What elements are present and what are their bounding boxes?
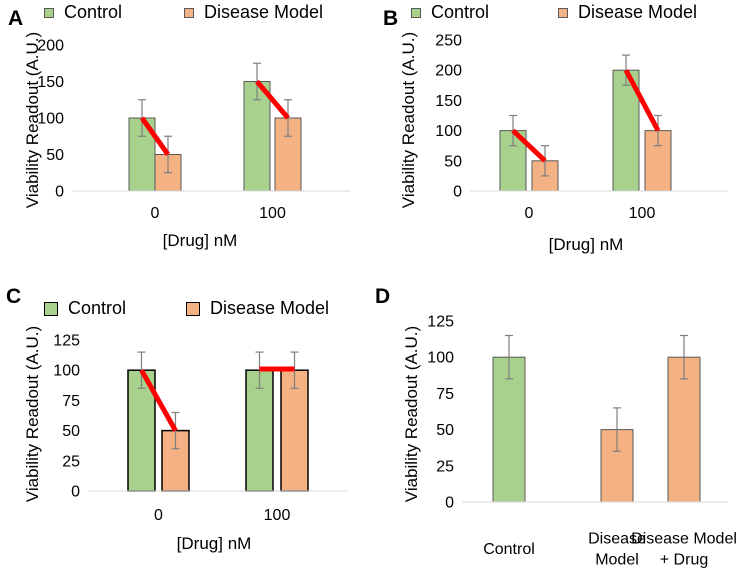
control-swatch-icon bbox=[44, 301, 58, 316]
panel-letter: C bbox=[6, 285, 22, 308]
y-tick-label: 200 bbox=[37, 38, 64, 55]
y-tick-label: 50 bbox=[46, 147, 64, 164]
trend-line bbox=[139, 116, 171, 156]
panel-letter: B bbox=[383, 7, 399, 30]
y-axis-label: Viability Readout (A.U.) bbox=[23, 326, 42, 502]
legend-label: Control bbox=[64, 2, 123, 22]
x-tick-label: 0 bbox=[151, 205, 160, 222]
y-tick-label: 50 bbox=[444, 153, 462, 170]
x-tick-label: Disease Model bbox=[631, 531, 737, 548]
x-tick-label: 100 bbox=[629, 205, 656, 222]
y-tick-label: 150 bbox=[37, 74, 64, 91]
y-tick-label: 0 bbox=[453, 184, 462, 201]
y-axis-label: Viability Readout (A.U.) bbox=[23, 32, 42, 208]
legend-label: Control bbox=[68, 298, 127, 318]
y-tick-label: 150 bbox=[435, 93, 462, 110]
x-tick-label: 0 bbox=[154, 507, 163, 524]
panel-b: B Control Disease Model 0 50 100 150 200 250 V… bbox=[373, 0, 747, 284]
legend-label: Control bbox=[431, 2, 490, 22]
legend-label: Disease Model bbox=[210, 298, 330, 318]
chart-d: 0 25 50 75 100 125 Viability Readout (A.U.) Con… bbox=[402, 314, 737, 569]
x-axis-label: [Drug] nM bbox=[177, 534, 252, 553]
legend-disease: Disease Model bbox=[558, 2, 697, 23]
panel-a: A Control Disease Model 0 50 100 150 200 Viab… bbox=[0, 0, 373, 284]
y-tick-label: 0 bbox=[445, 495, 454, 512]
panel-letter: A bbox=[8, 7, 24, 30]
legend-control: Control bbox=[411, 2, 489, 23]
y-tick-label: 25 bbox=[62, 453, 80, 470]
y-tick-label: 100 bbox=[37, 111, 64, 128]
disease-swatch-icon bbox=[186, 301, 200, 316]
panel-d: D 0 25 50 75 100 125 Viability Readout (A.U.) C… bbox=[373, 284, 747, 569]
legend-label: Disease Model bbox=[578, 2, 698, 22]
y-tick-label: 100 bbox=[53, 363, 80, 380]
trend-line bbox=[623, 69, 661, 132]
y-axis-label: Viability Readout (A.U.) bbox=[402, 326, 421, 502]
control-swatch-icon bbox=[411, 7, 421, 18]
y-tick-label: 50 bbox=[62, 423, 80, 440]
chart-c: 0 25 50 75 100 125 Viability Readout (A.U.) [Dr… bbox=[23, 326, 348, 553]
x-tick-label: Model bbox=[595, 552, 639, 569]
x-tick-label: Control bbox=[483, 541, 535, 558]
y-tick-label: 75 bbox=[62, 393, 80, 410]
bar-control bbox=[492, 356, 526, 503]
y-tick-label: 200 bbox=[435, 63, 462, 80]
y-tick-label: 0 bbox=[71, 484, 80, 501]
y-tick-label: 100 bbox=[435, 123, 462, 140]
y-tick-label: 0 bbox=[55, 184, 64, 201]
legend-label: Disease Model bbox=[204, 2, 324, 22]
x-axis-label: [Drug] nM bbox=[163, 231, 238, 250]
y-tick-label: 25 bbox=[436, 458, 454, 475]
x-tick-label: Disease bbox=[588, 531, 646, 548]
panel-letter: D bbox=[375, 285, 391, 308]
y-tick-label: 100 bbox=[427, 350, 454, 367]
y-axis-label: Viability Readout (A.U.) bbox=[399, 32, 418, 208]
control-swatch-icon bbox=[44, 7, 54, 18]
trend-line bbox=[139, 368, 178, 432]
x-tick-label: + Drug bbox=[660, 552, 708, 569]
x-tick-label: 100 bbox=[259, 205, 286, 222]
disease-swatch-icon bbox=[558, 7, 568, 18]
y-tick-label: 125 bbox=[427, 314, 454, 331]
disease-swatch-icon bbox=[184, 7, 194, 18]
legend-control: Control bbox=[44, 298, 126, 319]
trend-line bbox=[511, 128, 547, 163]
y-tick-label: 250 bbox=[435, 33, 462, 50]
panel-c: C Control Disease Model 0 25 50 75 100 125 Via… bbox=[0, 284, 373, 569]
y-tick-label: 125 bbox=[53, 333, 80, 350]
bar-disease bbox=[667, 356, 701, 503]
legend-disease: Disease Model bbox=[184, 2, 323, 23]
chart-b: 0 50 100 150 200 250 Viability Readout (A.U.) [… bbox=[399, 32, 728, 254]
trend-line bbox=[255, 79, 290, 120]
legend-disease: Disease Model bbox=[186, 298, 329, 319]
x-tick-label: 0 bbox=[525, 205, 534, 222]
x-axis-label: [Drug] nM bbox=[549, 235, 624, 254]
x-tick-label: 100 bbox=[264, 507, 291, 524]
y-tick-label: 75 bbox=[436, 386, 454, 403]
legend-control: Control bbox=[44, 2, 122, 23]
y-tick-label: 50 bbox=[436, 422, 454, 439]
